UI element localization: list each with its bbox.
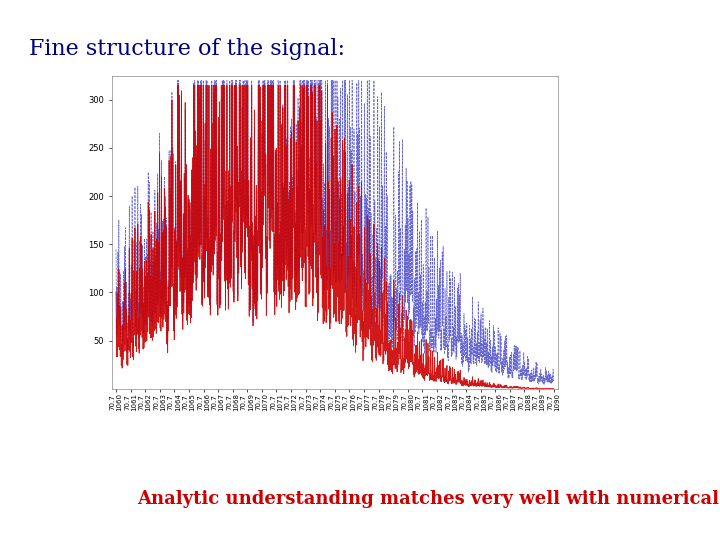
Text: Fine structure of the signal:: Fine structure of the signal:: [29, 38, 345, 60]
Text: Analytic understanding matches very well with numerical result!: Analytic understanding matches very well…: [137, 490, 720, 508]
